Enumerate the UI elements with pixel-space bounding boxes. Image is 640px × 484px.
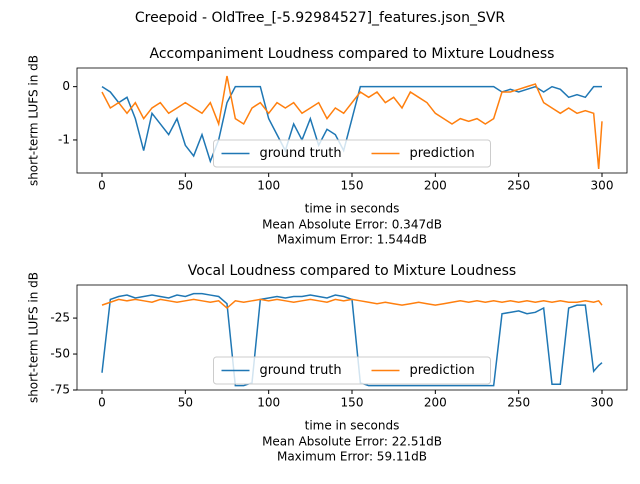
legend-box [213, 356, 491, 385]
series-line [101, 298, 603, 310]
annotation: Maximum Error: 59.11dB [277, 450, 427, 464]
x-tick-label: 150 [341, 179, 364, 193]
x-tick-label: 200 [424, 179, 447, 193]
x-tick-label: 300 [591, 179, 614, 193]
x-axis-label: time in seconds [305, 419, 400, 433]
x-tick-label: 300 [591, 396, 614, 410]
x-tick-label: 150 [341, 396, 364, 410]
x-tick-label: 0 [98, 396, 106, 410]
y-tick-label: -1 [58, 132, 70, 146]
y-axis-label: short-term LUFS in dB [27, 272, 41, 403]
x-axis-label: time in seconds [305, 202, 400, 216]
axes-frame [76, 284, 628, 391]
legend-label: prediction [410, 146, 475, 161]
legend-label: ground truth [260, 363, 342, 378]
y-tick-label: -50 [50, 347, 70, 361]
series-line [101, 85, 602, 164]
legend-box [213, 139, 491, 168]
axes-frame [76, 67, 628, 174]
x-tick-label: 250 [507, 396, 530, 410]
annotation: Mean Absolute Error: 0.347dB [262, 218, 442, 232]
x-tick-label: 250 [507, 179, 530, 193]
x-tick-label: 50 [178, 396, 193, 410]
x-tick-label: 50 [178, 179, 193, 193]
legend-label: ground truth [260, 146, 342, 161]
axes-title: Vocal Loudness compared to Mixture Loudn… [188, 263, 516, 279]
annotation: Maximum Error: 1.544dB [277, 233, 427, 247]
legend-label: prediction [410, 363, 475, 378]
x-tick-label: 200 [424, 396, 447, 410]
figure-title: Creepoid - OldTree_[-5.92984527]_feature… [135, 10, 506, 26]
axes-title: Accompaniment Loudness compared to Mixtu… [150, 46, 555, 62]
y-tick-label: -25 [50, 311, 70, 325]
x-tick-label: 100 [257, 396, 280, 410]
y-tick-label: -75 [50, 383, 70, 397]
y-axis-label: short-term LUFS in dB [27, 55, 41, 186]
y-tick-label: 0 [62, 79, 70, 93]
x-tick-label: 0 [98, 179, 106, 193]
series-line [101, 75, 603, 170]
annotation: Mean Absolute Error: 22.51dB [262, 435, 442, 449]
x-tick-label: 100 [257, 179, 280, 193]
series-line [101, 292, 603, 387]
